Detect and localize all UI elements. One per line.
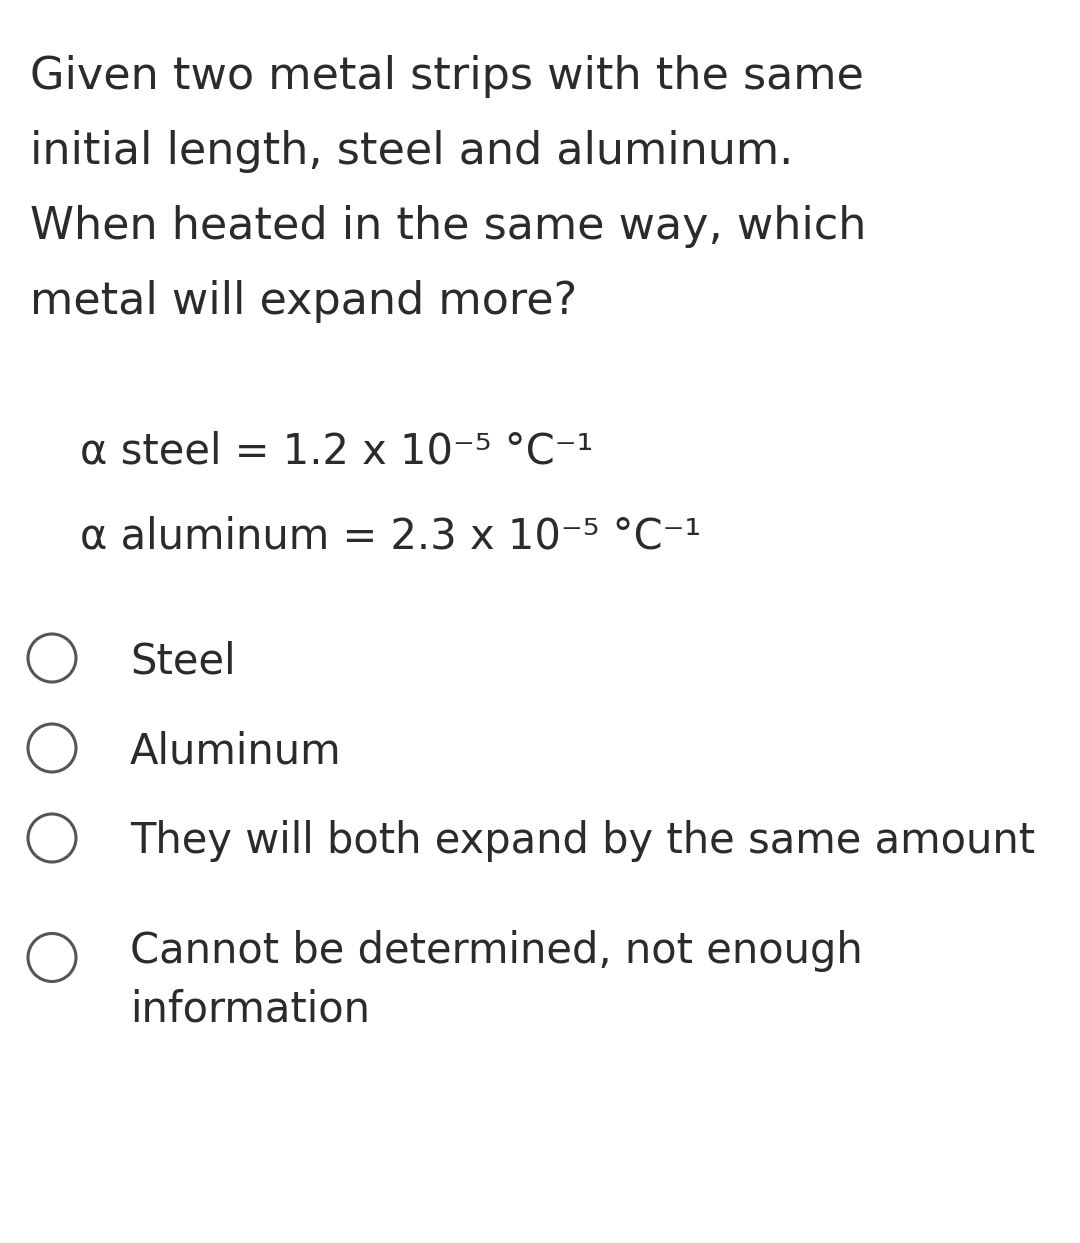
Text: α steel = 1.2 x 10⁻⁵ °C⁻¹: α steel = 1.2 x 10⁻⁵ °C⁻¹ — [80, 430, 593, 472]
Text: α aluminum = 2.3 x 10⁻⁵ °C⁻¹: α aluminum = 2.3 x 10⁻⁵ °C⁻¹ — [80, 515, 701, 557]
Text: metal will expand more?: metal will expand more? — [30, 280, 577, 323]
Text: initial length, steel and aluminum.: initial length, steel and aluminum. — [30, 131, 793, 173]
Text: When heated in the same way, which: When heated in the same way, which — [30, 205, 866, 249]
Text: Cannot be determined, not enough
information: Cannot be determined, not enough informa… — [130, 930, 863, 1030]
Text: Aluminum: Aluminum — [130, 730, 341, 772]
Text: They will both expand by the same amount: They will both expand by the same amount — [130, 820, 1035, 861]
Text: Given two metal strips with the same: Given two metal strips with the same — [30, 55, 864, 98]
Text: Steel: Steel — [130, 640, 235, 682]
